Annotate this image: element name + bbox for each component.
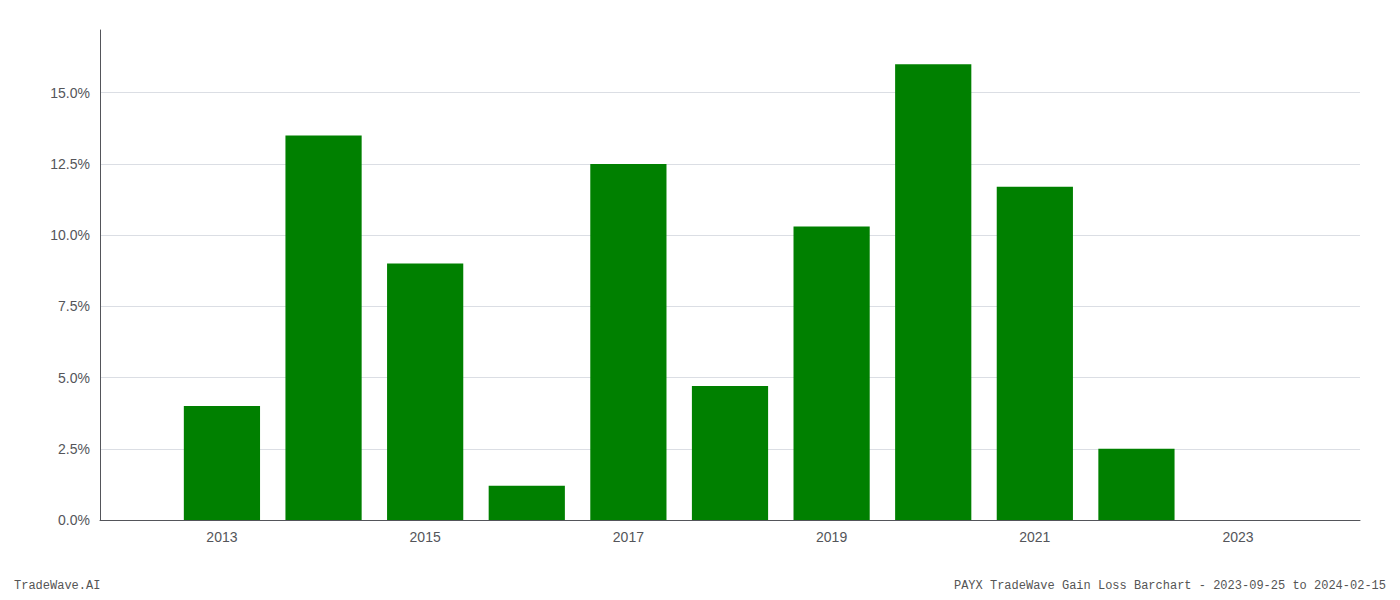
svg-text:5.0%: 5.0%	[58, 370, 90, 386]
svg-text:2021: 2021	[1019, 529, 1050, 545]
svg-text:2017: 2017	[613, 529, 644, 545]
svg-text:PAYX TradeWave Gain Loss Barch: PAYX TradeWave Gain Loss Barchart - 2023…	[954, 579, 1386, 593]
svg-text:2015: 2015	[410, 529, 441, 545]
svg-text:12.5%: 12.5%	[50, 156, 90, 172]
svg-text:TradeWave.AI: TradeWave.AI	[14, 579, 100, 593]
svg-text:2.5%: 2.5%	[58, 441, 90, 457]
svg-text:10.0%: 10.0%	[50, 227, 90, 243]
svg-text:7.5%: 7.5%	[58, 298, 90, 314]
svg-text:0.0%: 0.0%	[58, 512, 90, 528]
svg-text:2019: 2019	[816, 529, 847, 545]
svg-text:2013: 2013	[206, 529, 237, 545]
svg-text:2023: 2023	[1222, 529, 1253, 545]
svg-text:15.0%: 15.0%	[50, 85, 90, 101]
